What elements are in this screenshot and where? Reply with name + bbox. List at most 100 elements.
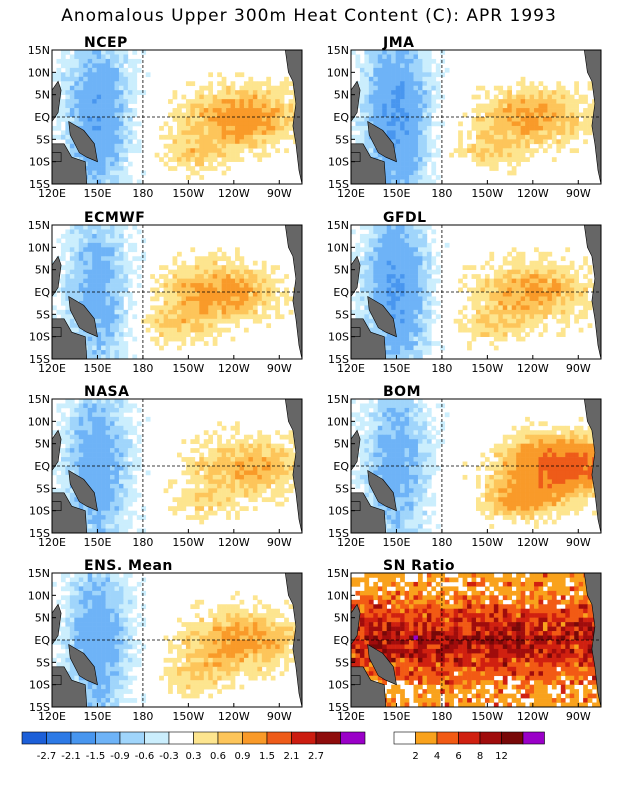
heatmap-cell — [547, 103, 553, 109]
heatmap-cell — [480, 314, 486, 320]
heatmap-cell — [404, 85, 410, 91]
heatmap-cell — [243, 283, 249, 288]
heatmap-cell — [190, 515, 196, 520]
heatmap-cell — [409, 238, 414, 244]
heatmap-cell — [163, 314, 169, 320]
heatmap-cell — [574, 103, 579, 109]
heatmap-cell — [574, 269, 579, 275]
heatmap-cell — [203, 483, 209, 489]
heatmap-cell — [127, 407, 133, 413]
heatmap-cell — [118, 416, 124, 422]
heatmap-cell — [404, 425, 410, 431]
heatmap-cell — [110, 242, 115, 248]
heatmap-cell — [373, 76, 379, 82]
heatmap-cell — [203, 323, 209, 329]
heatmap-cell — [373, 269, 379, 275]
heatmap-cell — [404, 269, 410, 275]
heatmap-cell — [560, 90, 566, 95]
heatmap-cell — [417, 260, 423, 266]
heatmap-cell — [96, 461, 102, 467]
heatmap-cell — [199, 103, 205, 109]
heatmap-cell — [105, 416, 111, 422]
heatmap-cell — [275, 443, 280, 449]
heatmap-cell — [382, 260, 388, 266]
heatmap-cell — [127, 283, 133, 288]
heatmap-cell — [404, 403, 410, 409]
heatmap-cell — [78, 108, 84, 113]
heatmap-cell — [123, 430, 129, 436]
heatmap-cell — [507, 90, 513, 95]
heatmap-cell — [221, 466, 227, 471]
heatmap-cell — [194, 323, 200, 329]
heatmap-cell — [221, 506, 227, 511]
heatmap-cell — [257, 300, 263, 306]
heatmap-cell — [386, 350, 392, 355]
heatmap-cell — [96, 233, 102, 239]
heatmap-cell — [400, 287, 405, 293]
heatmap-cell — [83, 407, 89, 413]
heatmap-cell — [431, 341, 437, 346]
heatmap-cell — [364, 274, 370, 279]
heatmap-cell — [435, 148, 441, 154]
heatmap-cell — [560, 94, 566, 100]
heatmap-cell — [413, 76, 419, 82]
heatmap-cell — [230, 278, 236, 284]
heatmap-cell — [364, 269, 370, 275]
heatmap-cell — [574, 278, 579, 284]
heatmap-cell — [569, 274, 575, 279]
heatmap-cell — [364, 247, 370, 253]
heatmap-cell — [92, 247, 97, 253]
heatmap-cell — [110, 515, 115, 520]
heatmap-cell — [386, 157, 392, 162]
heatmap-cell — [69, 225, 75, 230]
heatmap-cell — [409, 292, 414, 297]
heatmap-cell — [203, 305, 209, 311]
heatmap-cell — [208, 85, 214, 91]
heatmap-cell — [87, 269, 93, 275]
heatmap-cell — [172, 314, 178, 320]
heatmap-cell — [110, 260, 115, 266]
heatmap-cell — [511, 265, 517, 270]
heatmap-cell — [154, 341, 160, 346]
heatmap-cell — [83, 421, 89, 427]
heatmap-cell — [288, 448, 294, 453]
heatmap-cell — [101, 452, 106, 458]
heatmap-cell — [364, 143, 370, 149]
heatmap-cell — [127, 161, 133, 167]
heatmap-cell — [163, 323, 169, 329]
heatmap-cell — [404, 81, 410, 87]
heatmap-cell — [194, 483, 200, 489]
heatmap-cell — [364, 63, 370, 69]
heatmap-cell — [105, 318, 111, 324]
heatmap-cell — [413, 256, 419, 262]
heatmap-cell — [377, 283, 383, 288]
heatmap-cell — [105, 421, 111, 427]
heatmap-cell — [65, 470, 71, 476]
heatmap-cell — [275, 278, 280, 284]
heatmap-cell — [511, 157, 517, 162]
heatmap-cell — [163, 265, 169, 270]
heatmap-cell — [368, 242, 374, 248]
heatmap-cell — [480, 265, 486, 270]
heatmap-cell — [270, 461, 276, 467]
heatmap-cell — [110, 479, 115, 485]
heatmap-cell — [56, 112, 62, 118]
heatmap-cell — [364, 112, 370, 118]
heatmap-cell — [560, 85, 566, 91]
heatmap-cell — [279, 94, 285, 100]
heatmap-cell — [529, 309, 535, 315]
heatmap-cell — [87, 238, 93, 244]
heatmap-cell — [395, 421, 401, 427]
heatmap-cell — [185, 143, 191, 149]
heatmap-cell — [101, 519, 106, 525]
heatmap-cell — [101, 94, 106, 100]
heatmap-cell — [413, 179, 419, 185]
heatmap-cell — [391, 229, 396, 235]
heatmap-cell — [248, 94, 254, 100]
heatmap-cell — [132, 314, 138, 320]
heatmap-cell — [181, 260, 187, 266]
heatmap-cell — [230, 506, 236, 511]
lat-tick-label: 15S — [29, 527, 50, 540]
heatmap-cell — [484, 287, 490, 293]
heatmap-cell — [386, 300, 392, 306]
